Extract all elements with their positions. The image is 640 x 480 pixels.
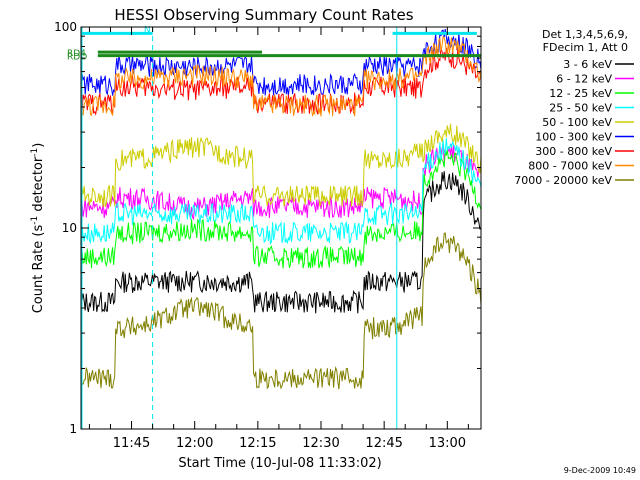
legend: Det 1,3,4,5,6,9, FDecim 1, Att 0 3 - 6 k… — [514, 28, 634, 187]
chart-title: HESSI Observing Summary Count Rates — [114, 6, 413, 24]
legend-entry-label: 100 - 300 keV — [535, 131, 612, 144]
flag-label: RD4 — [67, 49, 86, 59]
legend-entry-label: 7000 - 20000 keV — [514, 174, 612, 187]
legend-header-line-2: FDecim 1, Att 0 — [543, 41, 628, 54]
x-tick-label: 12:00 — [176, 436, 213, 451]
legend-entry-label: 12 - 25 keV — [549, 87, 612, 100]
series-line — [81, 171, 481, 314]
legend-entry-label: 50 - 100 keV — [542, 116, 612, 129]
legend-entry-label: 300 - 800 keV — [535, 145, 612, 158]
y-axis-label: Count Rate (s-1 detector-1) — [30, 143, 46, 314]
y-tick-label: 10 — [62, 221, 77, 235]
series-line — [81, 47, 481, 116]
x-tick-label: 12:15 — [239, 436, 276, 451]
legend-entry-label: 800 - 7000 keV — [528, 160, 612, 173]
series-line — [81, 28, 481, 96]
y-axis: 1 10 100 — [54, 20, 481, 436]
legend-entry-label: 25 - 50 keV — [549, 102, 612, 115]
legend-header-line-1: Det 1,3,4,5,6,9, — [542, 28, 628, 41]
series-line — [81, 123, 481, 208]
flag-label: RDO — [67, 53, 87, 63]
y-tick-label: 100 — [54, 20, 77, 34]
series-line — [81, 143, 481, 221]
x-axis-label: Start Time (10-Jul-08 11:33:02) — [178, 456, 381, 471]
y-tick-label: 1 — [69, 422, 77, 436]
series-line — [81, 232, 481, 390]
series-line — [81, 35, 481, 117]
x-tick-label: 13:00 — [429, 436, 466, 451]
legend-entry-label: 3 - 6 keV — [563, 58, 612, 71]
x-tick-label: 12:45 — [365, 436, 402, 451]
footer-date: 9-Dec-2009 10:49 — [564, 466, 636, 475]
series-line — [81, 149, 481, 269]
series-layer — [81, 28, 481, 390]
series-line — [81, 138, 481, 245]
flag-label: N — [144, 25, 151, 35]
x-tick-label: 12:30 — [302, 436, 339, 451]
x-tick-label: 11:45 — [113, 436, 150, 451]
x-axis: 11:45 12:00 12:15 12:30 12:45 13:00 — [88, 27, 469, 451]
legend-entry-label: 6 - 12 keV — [556, 73, 612, 86]
